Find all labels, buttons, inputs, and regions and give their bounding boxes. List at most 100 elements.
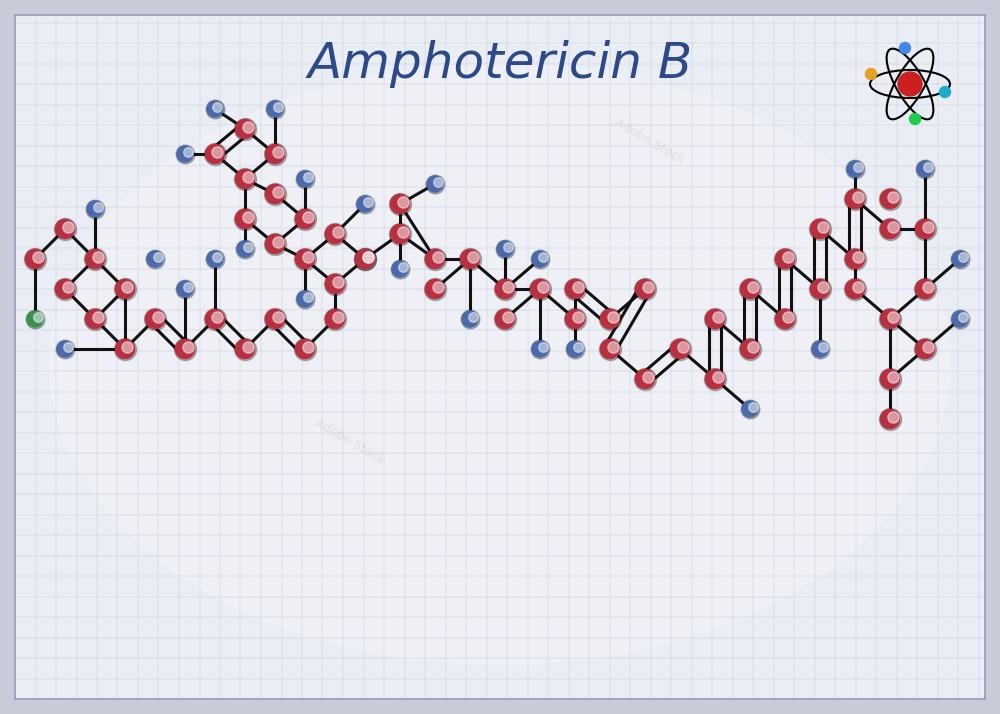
Point [847, 283, 863, 295]
Point [297, 253, 313, 265]
Point [117, 283, 133, 295]
Point [885, 191, 901, 202]
Point [812, 283, 828, 295]
Point [150, 311, 166, 322]
Point [57, 283, 73, 295]
Point [707, 373, 723, 385]
Point [427, 283, 443, 295]
Point [602, 313, 618, 325]
Point [87, 203, 103, 215]
Point [360, 251, 376, 262]
Point [567, 313, 583, 325]
Point [850, 251, 866, 262]
Point [497, 243, 513, 255]
Point [952, 313, 968, 325]
Circle shape [939, 86, 950, 98]
Point [882, 193, 898, 205]
Point [267, 149, 283, 160]
Ellipse shape [50, 64, 950, 664]
Point [812, 283, 828, 295]
Point [637, 373, 653, 385]
Point [882, 373, 898, 385]
Point [27, 253, 43, 265]
Point [267, 188, 283, 200]
Point [532, 343, 548, 355]
Point [392, 198, 408, 210]
Point [777, 253, 793, 265]
Point [570, 311, 586, 322]
Point [237, 213, 253, 225]
Point [954, 251, 970, 262]
Point [640, 371, 656, 382]
Point [917, 223, 933, 235]
Text: Amphotericin B: Amphotericin B [307, 40, 693, 88]
Point [207, 313, 223, 325]
Point [87, 313, 103, 325]
Point [814, 281, 830, 292]
Point [952, 253, 968, 265]
Point [267, 238, 283, 250]
Point [742, 283, 758, 295]
Point [395, 261, 411, 272]
Point [87, 253, 103, 265]
Point [90, 251, 106, 262]
Point [532, 253, 548, 265]
Point [207, 253, 223, 265]
Point [602, 343, 618, 355]
Point [297, 213, 313, 225]
Text: Adobe Stock: Adobe Stock [313, 416, 387, 467]
Point [267, 188, 283, 200]
Point [240, 241, 256, 252]
Point [300, 251, 316, 262]
Point [237, 243, 253, 255]
Point [430, 281, 446, 292]
Point [327, 278, 343, 290]
Point [297, 343, 313, 355]
Point [30, 251, 46, 262]
Point [920, 281, 936, 292]
Point [744, 281, 761, 292]
Circle shape [865, 69, 876, 79]
Circle shape [899, 43, 911, 54]
Point [237, 124, 253, 135]
Point [117, 343, 133, 355]
Point [570, 341, 586, 352]
Point [882, 373, 898, 385]
Point [207, 104, 223, 115]
Point [177, 343, 193, 355]
Point [27, 313, 43, 325]
Point [882, 313, 898, 325]
Point [237, 213, 253, 225]
Point [567, 313, 583, 325]
Point [882, 223, 898, 235]
Point [640, 281, 656, 292]
Point [267, 104, 283, 115]
Point [357, 198, 373, 210]
Point [532, 283, 548, 295]
Point [570, 281, 586, 292]
Point [360, 251, 376, 262]
Point [882, 413, 898, 425]
Point [500, 241, 516, 252]
Point [177, 343, 193, 355]
Point [392, 263, 408, 275]
Point [57, 343, 73, 355]
Point [497, 243, 513, 255]
Point [209, 146, 225, 157]
Point [882, 313, 898, 325]
Point [885, 311, 901, 322]
Point [147, 253, 163, 265]
Point [180, 146, 196, 157]
Point [602, 313, 618, 325]
Point [707, 373, 723, 385]
Point [812, 223, 828, 235]
Point [207, 313, 223, 325]
Point [357, 253, 373, 265]
Point [60, 281, 76, 292]
Point [60, 221, 76, 232]
Point [847, 283, 863, 295]
Point [330, 311, 346, 322]
Point [812, 343, 828, 355]
Point [917, 343, 933, 355]
Text: Adobe Stock: Adobe Stock [613, 116, 687, 167]
